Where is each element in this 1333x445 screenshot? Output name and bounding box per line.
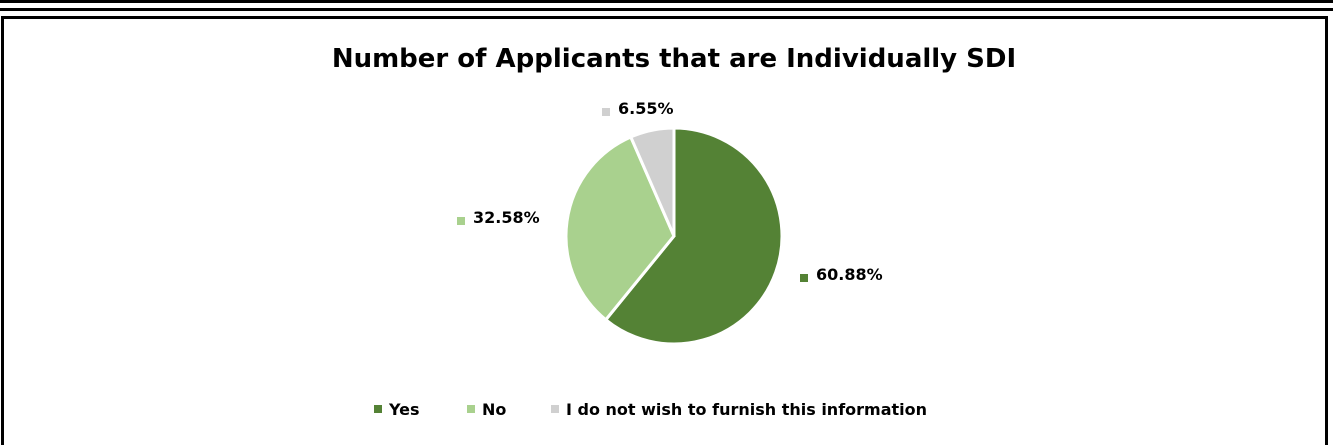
legend-key-decline	[551, 405, 559, 413]
legend-key-no	[467, 405, 475, 413]
pie-slice-decline	[628, 126, 676, 237]
data-label-no: 32.58%	[473, 208, 540, 227]
top-border-line-inner	[0, 8, 1333, 11]
chart-frame: Number of Applicants that are Individual…	[1, 16, 1328, 445]
top-border-line	[0, 0, 1333, 3]
data-labels: 60.88% 32.58% 6.55%	[457, 99, 883, 284]
data-label-key-decline	[602, 108, 610, 116]
pie-chart: Number of Applicants that are Individual…	[332, 44, 1016, 419]
legend: Yes No I do not wish to furnish this infor…	[374, 400, 927, 419]
data-label-key-no	[457, 217, 465, 225]
chart-title: Number of Applicants that are Individual…	[332, 44, 1016, 74]
legend-label-yes: Yes	[388, 400, 420, 419]
data-label-key-yes	[800, 274, 808, 282]
legend-key-yes	[374, 405, 382, 413]
data-label-yes: 60.88%	[816, 265, 883, 284]
legend-label-no: No	[482, 400, 506, 419]
pie-slices	[564, 126, 784, 346]
pie-slice-yes	[603, 126, 784, 346]
pie-slice-no	[564, 135, 676, 322]
data-label-decline: 6.55%	[618, 99, 674, 118]
legend-label-decline: I do not wish to furnish this informatio…	[566, 400, 927, 419]
